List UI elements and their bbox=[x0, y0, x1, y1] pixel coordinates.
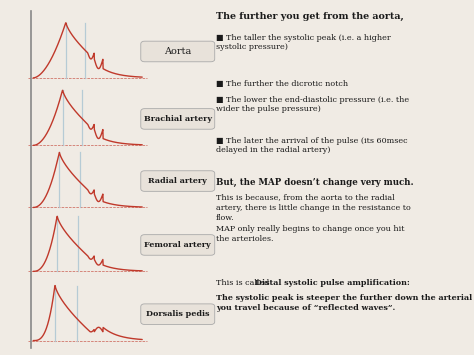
Text: ■ The taller the systolic peak (i.e. a higher
systolic pressure): ■ The taller the systolic peak (i.e. a h… bbox=[216, 34, 391, 51]
Text: Brachial artery: Brachial artery bbox=[144, 115, 212, 123]
Text: Dorsalis pedis: Dorsalis pedis bbox=[146, 310, 210, 318]
Text: The systolic peak is steeper the further down the arterial tree
you travel becau: The systolic peak is steeper the further… bbox=[216, 294, 474, 312]
FancyBboxPatch shape bbox=[141, 41, 215, 62]
Text: Femoral artery: Femoral artery bbox=[145, 241, 211, 249]
Text: ■ The further the dicrotic notch: ■ The further the dicrotic notch bbox=[216, 80, 348, 88]
Text: Radial artery: Radial artery bbox=[148, 177, 207, 185]
Text: This is called: This is called bbox=[216, 279, 272, 287]
Text: ■ The lower the end-diastolic pressure (i.e. the
wider the pulse pressure): ■ The lower the end-diastolic pressure (… bbox=[216, 96, 409, 113]
FancyBboxPatch shape bbox=[141, 304, 215, 324]
Text: But, the MAP doesn’t change very much.: But, the MAP doesn’t change very much. bbox=[216, 178, 413, 186]
Text: ■ The later the arrival of the pulse (its 60msec
delayed in the radial artery): ■ The later the arrival of the pulse (it… bbox=[216, 137, 407, 154]
Text: Aorta: Aorta bbox=[164, 47, 191, 56]
Text: This is because, from the aorta to the radial
artery, there is little change in : This is because, from the aorta to the r… bbox=[216, 193, 410, 243]
FancyBboxPatch shape bbox=[141, 109, 215, 129]
FancyBboxPatch shape bbox=[141, 235, 215, 255]
Text: Distal systolic pulse amplification:: Distal systolic pulse amplification: bbox=[255, 279, 410, 287]
Text: The further you get from the aorta,: The further you get from the aorta, bbox=[216, 12, 403, 21]
FancyBboxPatch shape bbox=[141, 171, 215, 191]
